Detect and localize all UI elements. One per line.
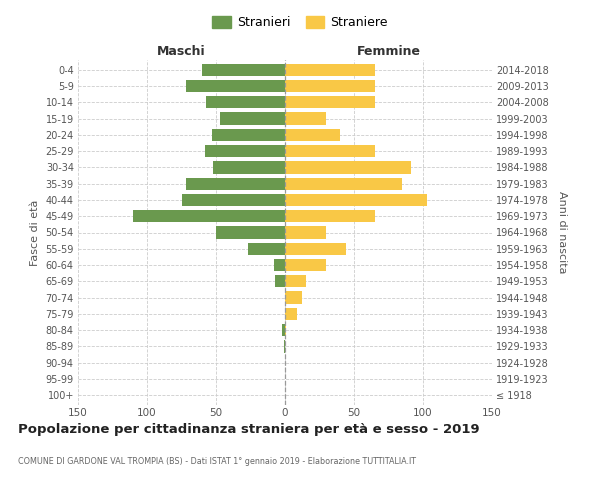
Bar <box>282 324 285 336</box>
Y-axis label: Anni di nascita: Anni di nascita <box>557 191 567 274</box>
Bar <box>284 340 285 352</box>
Text: Femmine: Femmine <box>356 44 421 58</box>
Bar <box>216 226 285 238</box>
Bar <box>285 112 326 124</box>
Bar <box>285 242 346 255</box>
Bar <box>275 275 285 287</box>
Bar <box>285 308 298 320</box>
Bar <box>220 112 285 124</box>
Bar <box>182 194 285 206</box>
Text: Maschi: Maschi <box>157 44 206 58</box>
Y-axis label: Fasce di età: Fasce di età <box>30 200 40 266</box>
Bar <box>285 194 427 206</box>
Bar <box>285 178 403 190</box>
Bar <box>285 324 286 336</box>
Bar <box>212 129 285 141</box>
Bar <box>285 129 340 141</box>
Bar <box>185 178 285 190</box>
Bar <box>285 64 374 76</box>
Bar <box>285 145 374 157</box>
Bar <box>205 145 285 157</box>
Bar <box>285 80 374 92</box>
Text: Popolazione per cittadinanza straniera per età e sesso - 2019: Popolazione per cittadinanza straniera p… <box>18 422 479 436</box>
Legend: Stranieri, Straniere: Stranieri, Straniere <box>207 11 393 34</box>
Bar <box>206 96 285 108</box>
Bar <box>285 210 374 222</box>
Bar <box>285 226 326 238</box>
Bar <box>133 210 285 222</box>
Bar <box>248 242 285 255</box>
Text: COMUNE DI GARDONE VAL TROMPIA (BS) - Dati ISTAT 1° gennaio 2019 - Elaborazione T: COMUNE DI GARDONE VAL TROMPIA (BS) - Dat… <box>18 458 416 466</box>
Bar <box>285 162 410 173</box>
Bar <box>202 64 285 76</box>
Bar <box>285 259 326 271</box>
Bar <box>213 162 285 173</box>
Bar <box>285 292 302 304</box>
Bar <box>285 275 306 287</box>
Bar <box>274 259 285 271</box>
Bar <box>185 80 285 92</box>
Bar <box>285 96 374 108</box>
